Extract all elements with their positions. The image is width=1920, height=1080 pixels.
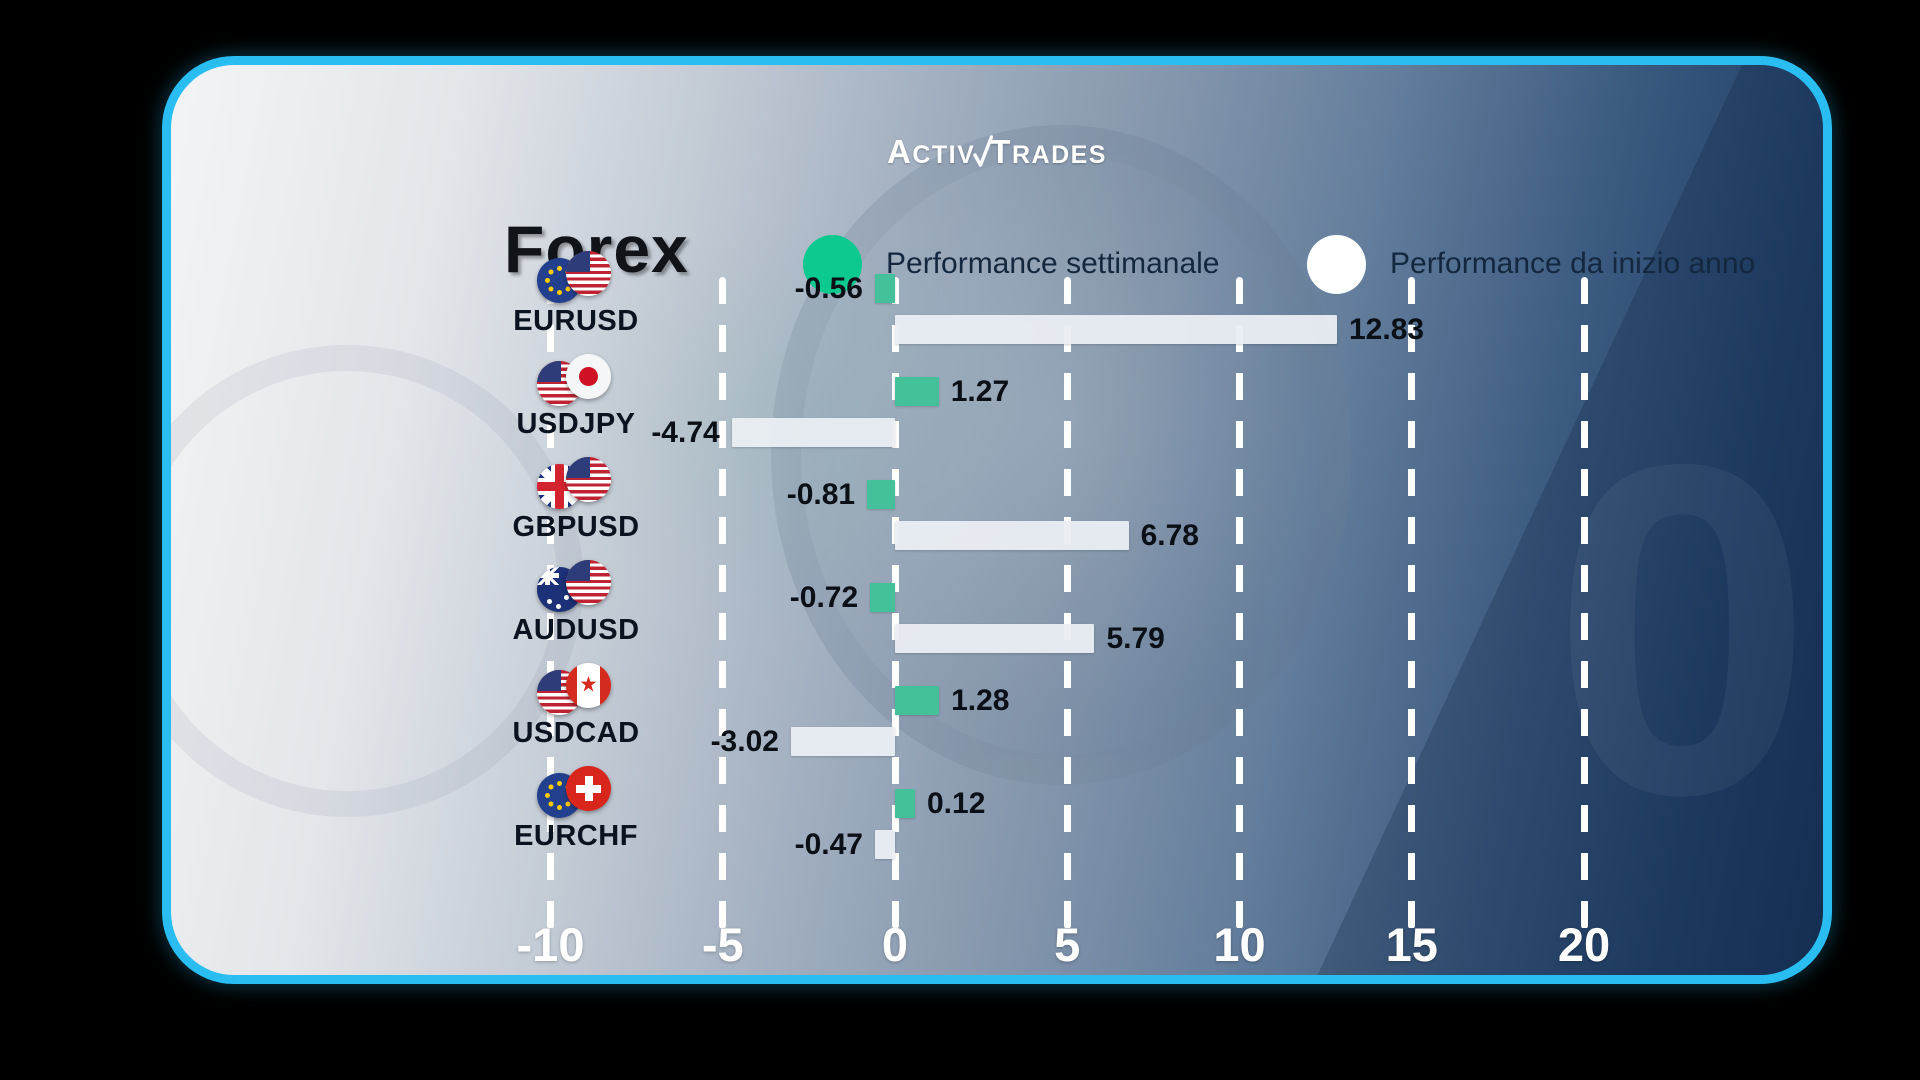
jp-flag-icon <box>566 354 611 399</box>
logo-check-icon <box>973 135 994 167</box>
ch-flag-icon <box>566 766 611 811</box>
usdcad-flag-pair <box>537 663 613 715</box>
ytd-bar-gbpusd <box>895 521 1129 550</box>
ytd-value-label-eurchf: -0.47 <box>794 828 863 861</box>
pair-label-eurusd: EURUSD <box>513 305 639 337</box>
weekly-bar-usdjpy <box>895 377 939 406</box>
us-flag-icon <box>566 457 611 502</box>
ytd-value-label-eurusd: 12.83 <box>1348 313 1425 346</box>
axis-tick-label: 20 <box>1557 918 1611 971</box>
gb-flag-icon <box>537 464 582 509</box>
pair-label-eurchf: EURCHF <box>514 820 638 852</box>
gridline-0 <box>891 277 899 929</box>
axis-tick-label: 15 <box>1385 918 1438 971</box>
gridline-15 <box>1408 277 1416 929</box>
gridline-20 <box>1580 277 1588 929</box>
weekly-bar-usdcad <box>895 686 940 715</box>
ytd-bar-audusd <box>895 624 1095 653</box>
weekly-bar-audusd <box>870 583 895 612</box>
weekly-bar-eurusd <box>875 274 895 303</box>
axis-tick-label: 10 <box>1213 918 1266 971</box>
weekly-value-label-audusd: -0.72 <box>789 581 859 614</box>
ytd-bar-eurchf <box>875 830 895 859</box>
axis-tick-label: -5 <box>701 918 744 971</box>
eurchf-flag-pair <box>537 766 613 818</box>
gridline-5 <box>1063 277 1071 929</box>
legend-label-ytd: Performance da inizio anno <box>1390 247 1756 280</box>
ytd-bar-usdcad <box>790 727 895 756</box>
weekly-value-label-usdjpy: 1.27 <box>950 375 1010 408</box>
pair-label-usdcad: USDCAD <box>512 717 640 749</box>
gbpusd-flag-pair <box>537 457 613 509</box>
axis-tick-label: -10 <box>516 918 585 971</box>
weekly-legend-dot-icon <box>803 234 862 294</box>
ytd-value-label-gbpusd: 6.78 <box>1140 519 1199 552</box>
usdjpy-flag-pair <box>537 354 613 406</box>
us-flag-icon <box>566 251 611 296</box>
pair-label-audusd: AUDUSD <box>512 614 640 646</box>
legend-label-weekly: Performance settimanale <box>886 247 1220 280</box>
audusd-flag-pair <box>537 560 613 612</box>
gridline--5 <box>719 277 727 929</box>
pair-label-usdjpy: USDJPY <box>516 408 636 440</box>
logo-text: A <box>887 133 913 170</box>
weekly-value-label-eurusd: -0.56 <box>794 272 863 305</box>
axis-tick-label: 5 <box>1054 918 1081 971</box>
weekly-bar-gbpusd <box>867 480 895 509</box>
banknote-background-decoration: 0 <box>171 65 1823 975</box>
ytd-value-label-usdjpy: -4.74 <box>651 416 720 449</box>
legend-item-weekly: Performance settimanale <box>803 233 1220 295</box>
us-flag-icon <box>566 560 611 605</box>
chart-card: 0 ACTIV TRADES Forex Performance settiman… <box>162 56 1832 984</box>
pair-label-gbpusd: GBPUSD <box>512 511 640 543</box>
euro-zero-watermark: 0 <box>1551 367 1813 892</box>
ytd-legend-dot-icon <box>1307 234 1366 294</box>
weekly-bar-eurchf <box>895 789 915 818</box>
ca-flag-icon <box>566 663 611 708</box>
axis-tick-label: 0 <box>881 918 909 971</box>
ytd-bar-usdjpy <box>731 418 895 447</box>
weekly-value-label-gbpusd: -0.81 <box>786 478 856 511</box>
ytd-value-label-usdcad: -3.02 <box>710 725 779 758</box>
weekly-value-label-usdcad: 1.28 <box>951 684 1010 717</box>
ytd-value-label-audusd: 5.79 <box>1106 622 1165 655</box>
activtrades-logo: ACTIV TRADES <box>887 133 1107 170</box>
ytd-bar-eurusd <box>895 315 1337 344</box>
legend-item-ytd: Performance da inizio anno <box>1307 233 1755 295</box>
gridline-10 <box>1236 277 1243 929</box>
weekly-value-label-eurchf: 0.12 <box>927 787 986 820</box>
eurusd-flag-pair <box>537 251 613 303</box>
